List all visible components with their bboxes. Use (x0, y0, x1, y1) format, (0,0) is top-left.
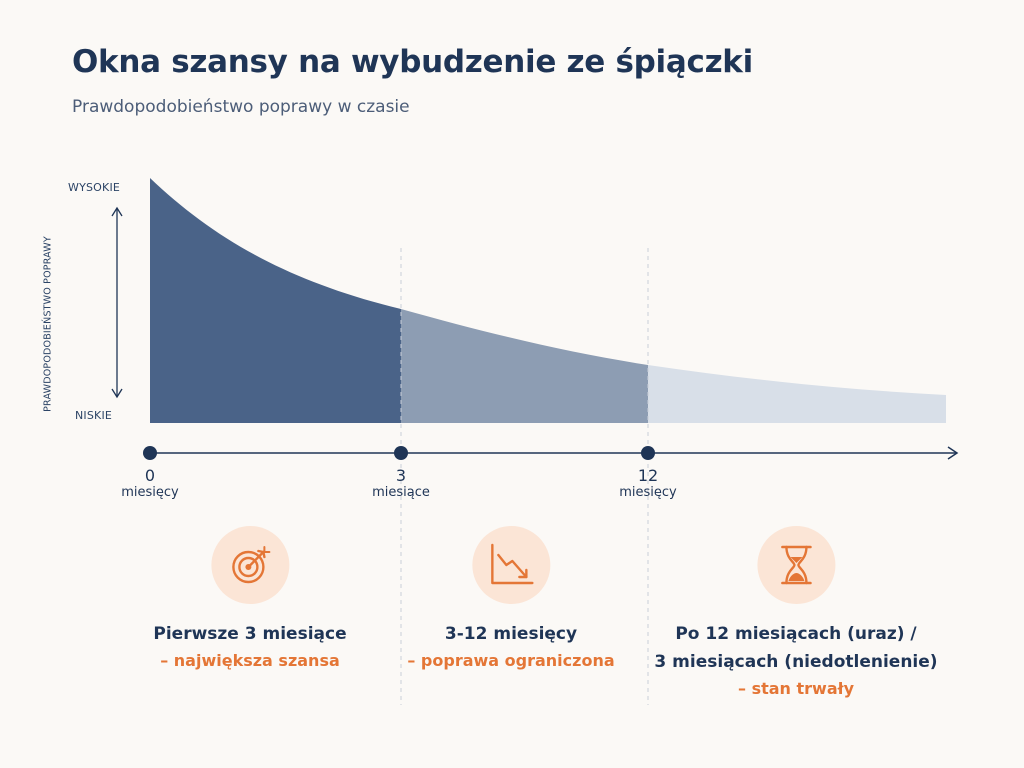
card-heading-line: 3 miesiącach (niedotlenienie) (654, 652, 938, 672)
timeline-unit: miesięcy (619, 485, 677, 500)
card-note: – poprawa ograniczona (407, 651, 615, 670)
phase-card-after-12-months: Po 12 miesiącach (uraz) / 3 miesiącach (… (654, 526, 938, 702)
card-heading: Pierwsze 3 miesiące (153, 624, 347, 644)
hourglass-icon (780, 545, 812, 585)
target-icon (231, 546, 270, 584)
card-heading: Po 12 miesiącach (uraz) / 3 miesiącach (… (654, 620, 937, 676)
area-phase-3 (648, 365, 946, 423)
phase-card-first-3-months: Pierwsze 3 miesiące – największa szansa (153, 526, 347, 674)
timeline-marker-0 (143, 446, 157, 460)
timeline-label-12: 12 miesięcy (619, 467, 677, 501)
declining-chart-icon (490, 543, 534, 585)
timeline-value: 0 (144, 466, 156, 485)
y-label-low: NISKIE (75, 409, 113, 422)
y-arrow-up-head (111, 206, 123, 217)
icon-badge (471, 526, 550, 604)
timeline-value: 3 (395, 466, 407, 485)
area-phase-2 (401, 309, 648, 423)
timeline-label-0: 0 miesięcy (121, 467, 179, 501)
page-subtitle: Prawdopodobieństwo poprawy w czasie (72, 97, 410, 117)
timeline-unit: miesiące (372, 485, 430, 500)
y-label-high: WYSOKIE (68, 181, 121, 194)
timeline-marker-3 (394, 446, 408, 460)
timeline-arrow-head (947, 446, 959, 460)
timeline-unit: miesięcy (121, 485, 179, 500)
icon-badge (211, 526, 289, 604)
y-axis-title: PRAWDOPODOBIEŃSTWO POPRAWY (42, 236, 54, 412)
card-note: – stan trwały (738, 679, 854, 698)
timeline-label-3: 3 miesiące (372, 467, 430, 501)
timeline-value: 12 (637, 466, 659, 485)
phase-card-3-12-months: 3-12 miesięcy – poprawa ograniczona (407, 526, 615, 674)
y-arrow-down-head (111, 388, 123, 399)
card-heading-line: Po 12 miesiącach (uraz) / (675, 624, 917, 644)
card-note: – największa szansa (160, 651, 340, 670)
area-phase-1 (150, 178, 401, 423)
card-heading: 3-12 miesięcy (444, 624, 578, 644)
page-title: Okna szansy na wybudzenie ze śpiączki (72, 44, 753, 80)
icon-badge (756, 526, 835, 604)
timeline-marker-12 (641, 446, 655, 460)
